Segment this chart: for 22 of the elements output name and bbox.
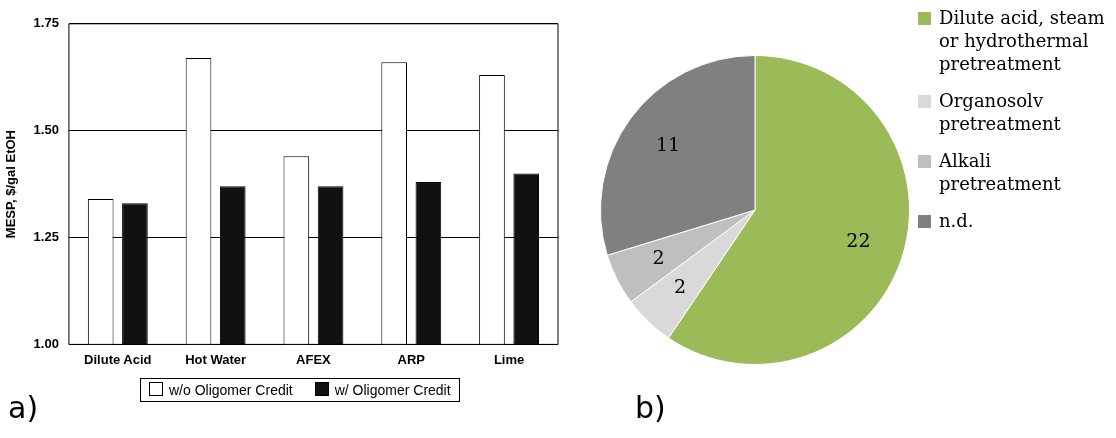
- x-tick-label: Lime: [493, 351, 525, 367]
- x-tick-label: AFEX: [296, 351, 332, 367]
- data-label: 2: [652, 245, 665, 268]
- y-tick-label: 1.75: [33, 15, 59, 31]
- legend-label: Organosolv pretreatment: [939, 89, 1062, 135]
- legend-label: n.d.: [939, 209, 974, 232]
- legend-label: Alkali pretreatment: [939, 149, 1062, 195]
- data-label: 2: [674, 275, 687, 298]
- text: b): [635, 390, 666, 425]
- y-tick-label: 1.25: [33, 229, 59, 245]
- x-tick-label: Dilute Acid: [84, 351, 152, 367]
- legend-label: Dilute acid, steam or hydrothermal pretreatment: [939, 6, 1106, 75]
- series-label: w/o Oligomer Credit: [168, 382, 293, 398]
- y-axis-title: MESP, $/gal EtOH: [3, 130, 19, 239]
- data-label: 11: [655, 132, 681, 155]
- x-tick-label: Hot Water: [185, 351, 247, 367]
- text: a): [8, 390, 39, 425]
- data-label: 22: [846, 228, 871, 251]
- y-tick-label: 1.00: [33, 335, 59, 351]
- x-tick-label: ARP: [397, 351, 426, 367]
- y-tick-label: 1.50: [33, 122, 59, 138]
- legend-label: w/ Oligomer Credit: [333, 382, 451, 398]
